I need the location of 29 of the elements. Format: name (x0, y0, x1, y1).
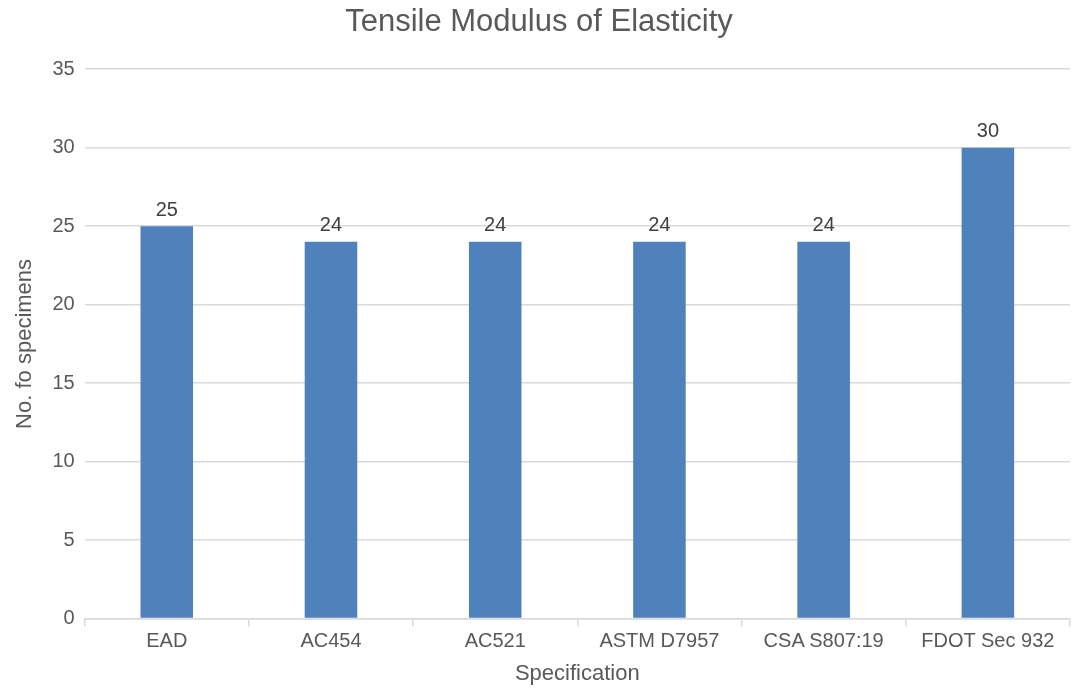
data-label: 24 (484, 213, 507, 236)
x-tick-label: FDOT Sec 932 (921, 629, 1055, 652)
y-tick-label: 25 (52, 213, 75, 236)
x-tick-label: AC454 (300, 629, 362, 652)
data-label: 24 (319, 213, 343, 236)
bar (961, 147, 1015, 618)
y-axis-title: No. fo specimens (11, 258, 37, 429)
x-axis-title: Specification (514, 659, 640, 685)
bar (468, 241, 522, 618)
data-label: 30 (976, 119, 1000, 142)
y-tick-label: 20 (52, 292, 75, 315)
bar (633, 241, 686, 618)
data-label: 24 (812, 213, 835, 236)
y-tick-label: 0 (63, 606, 75, 629)
x-tick-label: AC521 (464, 629, 526, 652)
x-tick-label: CSA S807:19 (763, 629, 884, 652)
x-tick-label: ASTM D7957 (599, 629, 720, 652)
x-tick-label: EAD (146, 629, 188, 652)
data-label: 25 (155, 197, 178, 220)
y-tick-label: 35 (52, 56, 75, 79)
data-label: 24 (648, 213, 671, 236)
bar (304, 241, 358, 618)
bar (797, 241, 850, 618)
y-tick-label: 30 (52, 135, 75, 158)
bar (140, 226, 194, 618)
y-tick-label: 10 (52, 449, 75, 472)
y-tick-label: 15 (52, 370, 75, 393)
y-tick-label: 5 (63, 527, 75, 550)
chart-title: Tensile Modulus of Elasticity (345, 3, 734, 39)
